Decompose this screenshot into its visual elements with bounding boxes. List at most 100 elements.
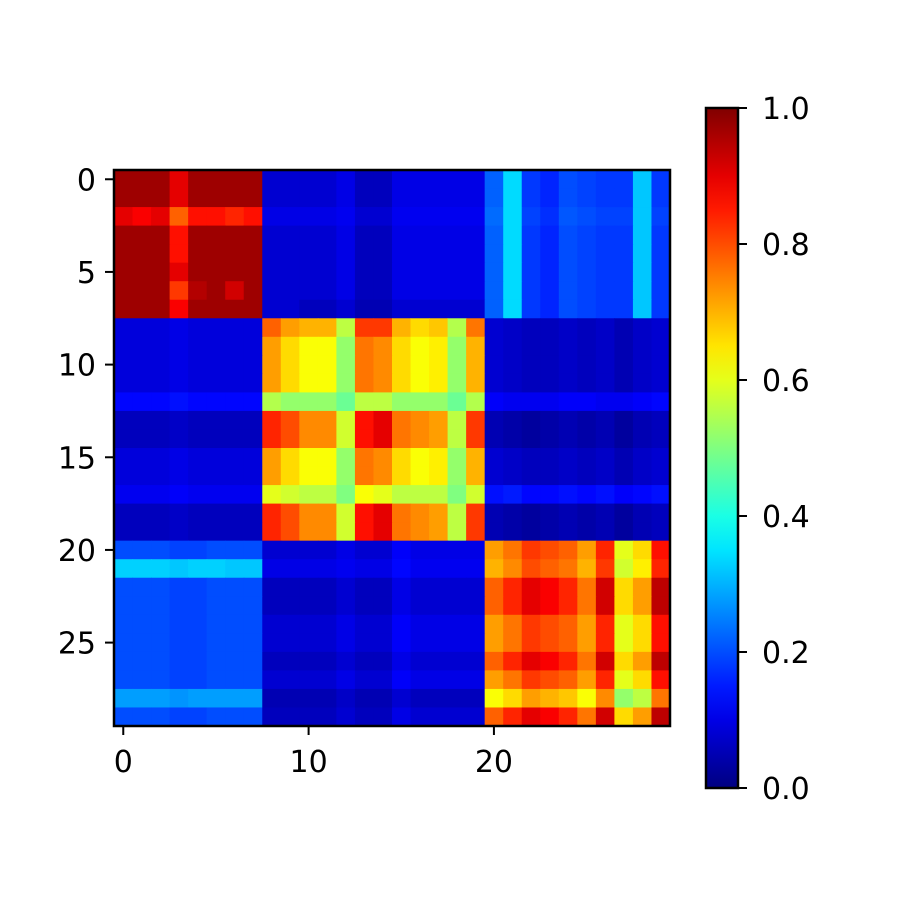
heatmap-cell bbox=[392, 559, 412, 579]
heatmap-cell bbox=[503, 466, 523, 486]
heatmap-cell bbox=[151, 485, 171, 505]
colorbar-axis: 0.0 0.2 0.4 0.6 0.8 1.0 bbox=[738, 92, 810, 807]
heatmap-cell bbox=[595, 596, 615, 616]
heatmap-cell bbox=[466, 392, 486, 412]
heatmap-cell bbox=[651, 355, 671, 375]
y-tick-label: 10 bbox=[58, 349, 96, 384]
heatmap-cell bbox=[262, 707, 282, 727]
heatmap-cell bbox=[317, 448, 337, 468]
heatmap-cell bbox=[169, 410, 189, 431]
heatmap-cell bbox=[558, 670, 578, 690]
heatmap-cell bbox=[262, 651, 282, 671]
heatmap-cell bbox=[243, 170, 263, 190]
heatmap-cell bbox=[595, 170, 615, 190]
heatmap-cell bbox=[169, 522, 189, 542]
heatmap-cell bbox=[521, 336, 541, 356]
heatmap-cell bbox=[577, 522, 597, 542]
heatmap-cell bbox=[151, 651, 171, 671]
heatmap-cell bbox=[336, 522, 356, 542]
heatmap-cell bbox=[206, 503, 226, 523]
heatmap-cell bbox=[262, 559, 282, 579]
heatmap-cell bbox=[317, 614, 337, 634]
heatmap-cell bbox=[188, 503, 208, 523]
heatmap-cell bbox=[521, 262, 541, 282]
heatmap-cell bbox=[169, 466, 189, 486]
heatmap-cell bbox=[577, 188, 597, 208]
heatmap-cell bbox=[354, 614, 375, 634]
heatmap-cell bbox=[317, 485, 337, 505]
heatmap-cell bbox=[410, 373, 430, 393]
heatmap-cell bbox=[503, 596, 523, 616]
heatmap-cell bbox=[151, 707, 171, 727]
heatmap-cell bbox=[280, 225, 300, 245]
heatmap-cell bbox=[132, 410, 152, 431]
heatmap-cell bbox=[317, 670, 337, 690]
heatmap-cell bbox=[336, 707, 356, 727]
heatmap-cell bbox=[392, 540, 412, 560]
heatmap-cell bbox=[540, 207, 560, 227]
heatmap-cell bbox=[521, 281, 541, 301]
heatmap-cell bbox=[280, 596, 300, 616]
heatmap-cell bbox=[540, 688, 560, 709]
heatmap-cell bbox=[169, 318, 189, 338]
heatmap-cell bbox=[614, 559, 634, 579]
heatmap-cell bbox=[336, 262, 356, 282]
heatmap-cell bbox=[336, 244, 356, 264]
plot-frame bbox=[112, 168, 672, 728]
heatmap-cell bbox=[558, 207, 578, 227]
heatmap-cell bbox=[447, 522, 467, 542]
heatmap-cell bbox=[373, 540, 393, 560]
heatmap-cell bbox=[169, 633, 189, 653]
heatmap-cell bbox=[392, 207, 412, 227]
heatmap-cell bbox=[114, 188, 134, 208]
heatmap-cell bbox=[651, 614, 671, 634]
heatmap-cell bbox=[484, 522, 504, 542]
heatmap-cell bbox=[373, 633, 393, 653]
heatmap-cell bbox=[151, 522, 171, 542]
heatmap-cell bbox=[614, 336, 634, 356]
heatmap-cell bbox=[169, 596, 189, 616]
heatmap-cell bbox=[280, 670, 300, 690]
heatmap-cell bbox=[410, 448, 430, 468]
heatmap-cell bbox=[262, 355, 282, 375]
heatmap-cell bbox=[262, 448, 282, 468]
heatmap-cell bbox=[243, 670, 263, 690]
heatmap-cell bbox=[429, 281, 449, 301]
heatmap-cell bbox=[558, 188, 578, 208]
heatmap-cell bbox=[632, 503, 653, 523]
heatmap-cell bbox=[336, 373, 356, 393]
heatmap-cell bbox=[484, 318, 504, 338]
heatmap-cell bbox=[336, 207, 356, 227]
heatmap-cell bbox=[429, 670, 449, 690]
heatmap-cell bbox=[614, 225, 634, 245]
y-tick-label: 0 bbox=[77, 163, 96, 198]
heatmap-cell bbox=[595, 466, 615, 486]
heatmap-cell bbox=[225, 410, 245, 431]
heatmap-cell bbox=[466, 670, 486, 690]
heatmap-cell bbox=[243, 485, 263, 505]
heatmap-cell bbox=[336, 540, 356, 560]
heatmap-cell bbox=[114, 503, 134, 523]
heatmap-cell bbox=[206, 448, 226, 468]
heatmap-cell bbox=[540, 485, 560, 505]
heatmap-cell bbox=[169, 225, 189, 245]
heatmap-cell bbox=[354, 503, 375, 523]
heatmap-cell bbox=[225, 299, 245, 319]
heatmap-cell bbox=[429, 244, 449, 264]
heatmap-cell bbox=[540, 466, 560, 486]
heatmap-cell bbox=[336, 633, 356, 653]
heatmap-cell bbox=[225, 466, 245, 486]
heatmap-cell bbox=[373, 355, 393, 375]
heatmap-cell bbox=[280, 207, 300, 227]
heatmap-cell bbox=[521, 707, 541, 727]
heatmap-cell bbox=[206, 410, 226, 431]
heatmap-cell bbox=[503, 614, 523, 634]
heatmap-cell bbox=[262, 225, 282, 245]
heatmap-cell bbox=[354, 392, 375, 412]
heatmap-cell bbox=[577, 207, 597, 227]
heatmap-cell bbox=[521, 633, 541, 653]
heatmap-cell bbox=[447, 299, 467, 319]
heatmap-cell bbox=[299, 633, 319, 653]
heatmap-cell bbox=[206, 577, 226, 597]
heatmap-cell bbox=[651, 596, 671, 616]
